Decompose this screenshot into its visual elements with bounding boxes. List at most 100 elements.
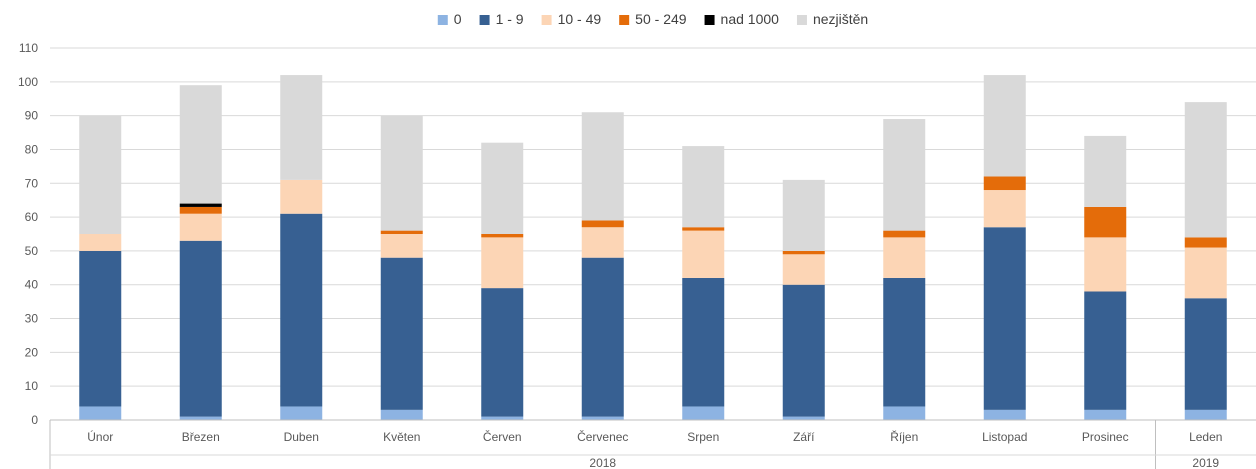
y-tick-label: 100 xyxy=(18,75,38,89)
gridlines xyxy=(50,47,1256,421)
legend-swatch xyxy=(619,15,630,25)
legend-label: nezjištěn xyxy=(813,11,868,27)
legend-label: 10 - 49 xyxy=(558,11,602,27)
bars xyxy=(79,75,1227,420)
bar-segment xyxy=(682,277,725,407)
legend-item: nezjištěn xyxy=(796,11,868,27)
bar-segment xyxy=(380,234,423,258)
bar-segment xyxy=(481,142,524,234)
x-tick-label: Květen xyxy=(383,430,420,444)
bar-segment xyxy=(883,237,926,278)
bar-segment xyxy=(581,112,624,221)
bar-segment xyxy=(380,257,423,410)
x-tick-label: Červenec xyxy=(577,429,628,444)
x-tick-label: Prosinec xyxy=(1082,430,1129,444)
legend-label: 1 - 9 xyxy=(496,11,524,27)
bar-segment xyxy=(983,190,1026,228)
y-tick-label: 20 xyxy=(25,345,39,359)
bar-segment xyxy=(682,230,725,278)
bar-segment xyxy=(782,254,825,285)
bar-segment xyxy=(1184,298,1227,410)
bar-segment xyxy=(1084,409,1127,420)
bar-segment xyxy=(782,284,825,417)
x-tick-label: Září xyxy=(793,430,815,444)
legend-item: 50 - 249 xyxy=(619,11,687,27)
bar-segment xyxy=(682,146,725,228)
bar-segment xyxy=(481,237,524,289)
bar-segment xyxy=(179,203,222,207)
bar-segment xyxy=(481,416,524,420)
bar-segment xyxy=(682,227,725,231)
bar-segment xyxy=(79,250,122,407)
x-tick-label: Březen xyxy=(182,430,220,444)
x-axis: Únor Březen Duben Květen Červen Červenec Srpen… xyxy=(49,419,1256,469)
bar-segment xyxy=(179,240,222,417)
y-tick-label: 60 xyxy=(25,210,39,224)
bar-segment xyxy=(280,179,323,214)
legend-swatch xyxy=(479,15,490,25)
bar-segment xyxy=(1184,102,1227,238)
bar-segment xyxy=(883,230,926,238)
y-tick-label: 40 xyxy=(25,278,39,292)
bar-segment xyxy=(883,277,926,407)
bar-segment xyxy=(782,250,825,255)
bar-segment xyxy=(179,85,222,204)
legend-swatch xyxy=(704,15,715,25)
bar-segment xyxy=(79,234,122,251)
bar-segment xyxy=(179,416,222,420)
legend-label: 50 - 249 xyxy=(635,11,687,27)
x-tick-label: Červen xyxy=(483,429,522,444)
bar-segment xyxy=(79,406,122,420)
y-tick-label: 70 xyxy=(25,176,39,190)
bar-segment xyxy=(380,115,423,231)
x-tick-label: Srpen xyxy=(687,430,719,444)
bar-segment xyxy=(380,230,423,234)
legend-item: nad 1000 xyxy=(704,11,780,27)
y-tick-label: 80 xyxy=(25,142,39,156)
legend-item: 10 - 49 xyxy=(541,11,602,27)
bar-segment xyxy=(682,406,725,420)
bar-segment xyxy=(883,406,926,420)
bar-segment xyxy=(481,234,524,238)
bar-segment xyxy=(1084,135,1127,207)
bar-segment xyxy=(1184,247,1227,299)
bar-segment xyxy=(581,257,624,417)
bar-segment xyxy=(581,220,624,228)
y-tick-label: 90 xyxy=(25,109,39,123)
bar-segment xyxy=(983,75,1026,177)
bar-segment xyxy=(581,416,624,420)
bar-segment xyxy=(79,115,122,234)
bar-segment xyxy=(1084,291,1127,410)
x-group-label: 2019 xyxy=(1192,456,1219,469)
y-tick-label: 110 xyxy=(19,41,38,55)
legend-swatch xyxy=(796,15,807,25)
legend: 0 1 - 9 10 - 49 50 - 249 nad 1000 nezjištěn xyxy=(437,11,868,27)
bar-segment xyxy=(782,179,825,251)
bar-segment xyxy=(481,288,524,417)
y-tick-label: 0 xyxy=(31,413,38,427)
bar-segment xyxy=(581,227,624,258)
bar-segment xyxy=(1084,237,1127,292)
legend-item: 1 - 9 xyxy=(479,11,524,27)
y-axis: 0 10 20 30 40 50 60 70 80 90 100 110 xyxy=(18,41,38,427)
legend-swatch xyxy=(541,15,552,25)
y-tick-label: 30 xyxy=(25,312,39,326)
y-tick-label: 50 xyxy=(25,244,39,258)
x-tick-label: Únor xyxy=(87,429,113,444)
bar-segment xyxy=(179,213,222,241)
bar-segment xyxy=(983,176,1026,191)
bar-segment xyxy=(983,227,1026,410)
bar-segment xyxy=(280,406,323,420)
x-tick-label: Duben xyxy=(284,430,319,444)
bar-segment xyxy=(280,75,323,180)
bar-segment xyxy=(1184,237,1227,248)
x-tick-label: Říjen xyxy=(890,429,918,444)
legend-label: nad 1000 xyxy=(721,11,780,27)
y-tick-label: 10 xyxy=(25,379,39,393)
legend-item: 0 xyxy=(437,11,462,27)
legend-label: 0 xyxy=(454,11,462,27)
bar-segment xyxy=(1084,206,1127,238)
bar-segment xyxy=(883,119,926,231)
bar-segment xyxy=(1184,409,1227,420)
